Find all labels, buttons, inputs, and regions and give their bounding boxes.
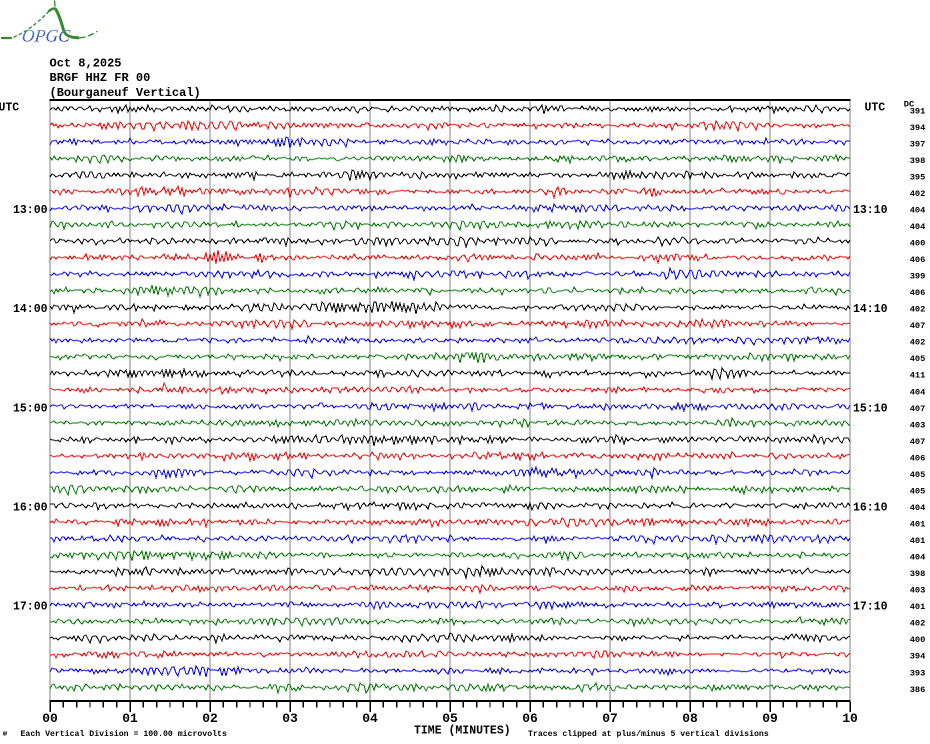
svg-text:16:00: 16:00 (13, 502, 48, 515)
svg-text:07: 07 (602, 711, 618, 726)
svg-text:403: 403 (910, 586, 926, 596)
svg-text:01: 01 (122, 711, 138, 726)
svg-text:407: 407 (910, 404, 926, 414)
svg-text:TIME (MINUTES): TIME (MINUTES) (414, 725, 511, 738)
svg-text:05: 05 (442, 711, 458, 726)
svg-text:406: 406 (910, 288, 926, 298)
svg-text:UTC: UTC (865, 102, 886, 115)
svg-text:Traces clipped at plus/minus 5: Traces clipped at plus/minus 5 vertical … (528, 729, 769, 739)
svg-text:404: 404 (910, 206, 926, 216)
svg-text:(Bourganeuf Vertical): (Bourganeuf Vertical) (50, 86, 201, 100)
svg-text:404: 404 (910, 222, 926, 232)
svg-text:00: 00 (42, 711, 58, 726)
svg-text:401: 401 (910, 520, 926, 530)
svg-text:13:00: 13:00 (13, 204, 48, 217)
svg-text:404: 404 (910, 387, 926, 397)
svg-text:402: 402 (910, 189, 926, 199)
svg-text:DC: DC (904, 100, 914, 110)
svg-text:17:10: 17:10 (853, 601, 888, 614)
svg-text:407: 407 (910, 437, 926, 447)
svg-text:394: 394 (910, 123, 926, 133)
svg-text:OPGC: OPGC (21, 26, 71, 46)
svg-text:16:10: 16:10 (853, 502, 888, 515)
svg-text:404: 404 (910, 503, 926, 513)
svg-text:06: 06 (522, 711, 538, 726)
svg-text:Each Vertical Division = 100.: Each Vertical Division = 100.00 microvol… (21, 729, 227, 739)
svg-text:407: 407 (910, 321, 926, 331)
svg-text:м: м (2, 731, 8, 739)
svg-text:398: 398 (910, 569, 926, 579)
svg-text:14:10: 14:10 (853, 303, 888, 316)
svg-text:411: 411 (910, 371, 926, 381)
svg-text:10: 10 (842, 711, 858, 726)
svg-text:402: 402 (910, 338, 926, 348)
svg-text:400: 400 (910, 635, 926, 645)
svg-text:BRGF HHZ FR 00: BRGF HHZ FR 00 (50, 71, 151, 85)
svg-text:14:00: 14:00 (13, 303, 48, 316)
svg-text:399: 399 (910, 272, 926, 282)
svg-text:15:00: 15:00 (13, 402, 48, 415)
svg-text:08: 08 (682, 711, 698, 726)
svg-text:405: 405 (910, 470, 926, 480)
svg-text:405: 405 (910, 486, 926, 496)
svg-text:403: 403 (910, 420, 926, 430)
svg-text:391: 391 (910, 106, 926, 116)
svg-text:406: 406 (910, 255, 926, 265)
svg-text:09: 09 (762, 711, 778, 726)
svg-text:406: 406 (910, 453, 926, 463)
svg-text:Oct 8,2025: Oct 8,2025 (50, 57, 122, 71)
svg-text:401: 401 (910, 602, 926, 612)
svg-text:UTC: UTC (0, 102, 19, 115)
svg-text:401: 401 (910, 536, 926, 546)
svg-text:404: 404 (910, 553, 926, 563)
svg-text:395: 395 (910, 172, 926, 182)
svg-text:402: 402 (910, 619, 926, 629)
svg-text:405: 405 (910, 354, 926, 364)
svg-text:17:00: 17:00 (13, 601, 48, 614)
svg-text:03: 03 (282, 711, 298, 726)
svg-text:04: 04 (362, 711, 378, 726)
svg-text:15:10: 15:10 (853, 402, 888, 415)
svg-text:394: 394 (910, 652, 926, 662)
svg-text:02: 02 (202, 711, 218, 726)
svg-text:397: 397 (910, 139, 926, 149)
svg-text:393: 393 (910, 668, 926, 678)
svg-text:402: 402 (910, 305, 926, 315)
svg-text:13:10: 13:10 (853, 204, 888, 217)
svg-text:398: 398 (910, 156, 926, 166)
svg-text:400: 400 (910, 239, 926, 249)
svg-text:386: 386 (910, 685, 926, 695)
